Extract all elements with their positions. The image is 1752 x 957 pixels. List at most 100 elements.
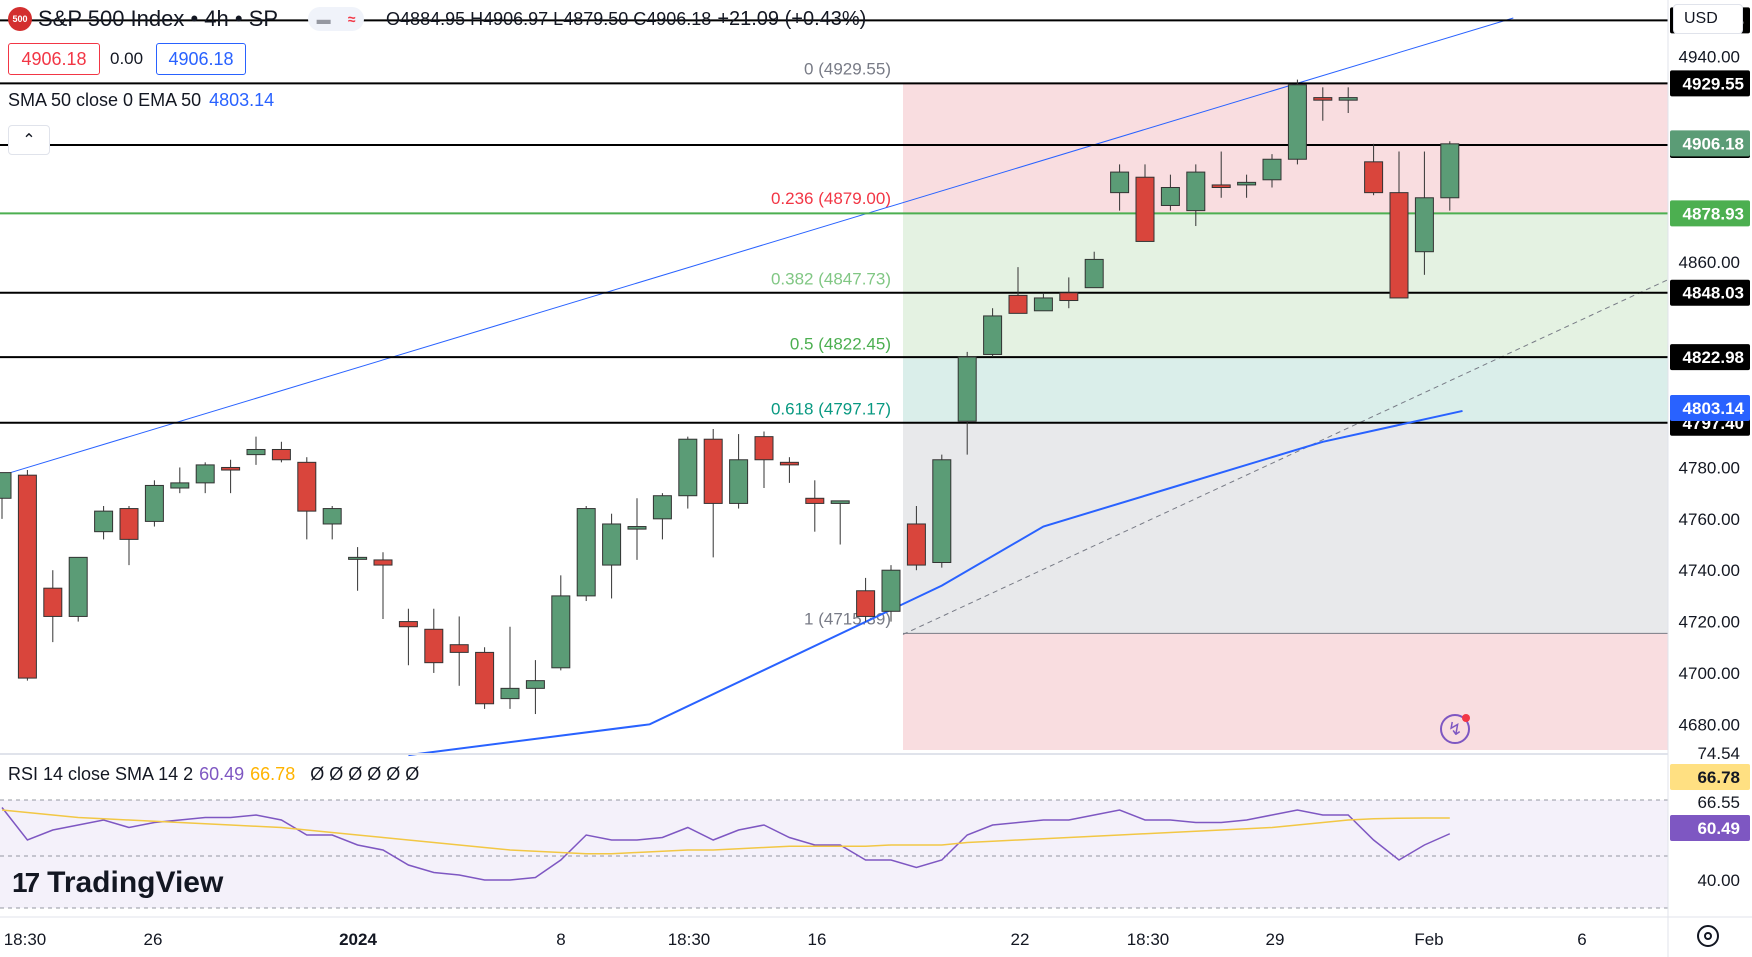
fib-label-0: 0 (4929.55) [804, 59, 891, 78]
candle [830, 500, 850, 545]
candle [703, 428, 723, 558]
candle-body [805, 497, 825, 504]
dashed-trend-line [902, 274, 1679, 635]
candle-body [170, 482, 190, 489]
fib-zone-0 [903, 83, 1668, 214]
fib-label-0.618: 0.618 (4797.17) [771, 399, 891, 418]
rsi-legend[interactable]: RSI 14 close SMA 14 2 60.49 66.78 Ø Ø Ø Ø … [8, 764, 419, 785]
y-tick-label: 4740.00 [1679, 561, 1740, 580]
candle [652, 493, 672, 540]
symbol-title[interactable]: S&P 500 Index • 4h • SP [38, 6, 279, 31]
candle-body [144, 484, 164, 522]
fib-zone-4 [903, 423, 1668, 634]
candle-body [1440, 143, 1460, 199]
candle [398, 608, 418, 666]
candle [144, 480, 164, 527]
fib-label-0.382: 0.382 (4847.73) [771, 270, 891, 289]
collapse-legend-button[interactable]: ⌃ [8, 125, 50, 155]
candle [1313, 87, 1333, 121]
fib-label-1: 1 (4715.39) [804, 609, 891, 628]
candle-body [779, 461, 799, 466]
lightning-icon[interactable]: ↯ [1440, 714, 1470, 744]
candle [348, 547, 368, 591]
candle-body [398, 621, 418, 628]
candle-body [1160, 187, 1180, 206]
candle-body [703, 438, 723, 504]
candle-body [348, 556, 368, 560]
rsi-axis-label: 74.54 [1697, 744, 1740, 763]
price-tag-4878.93-bg [1670, 200, 1750, 227]
candle [805, 480, 825, 532]
candle-body [373, 559, 393, 566]
x-tick-label: 16 [808, 930, 827, 949]
sell-price-button[interactable]: 4906.18 [8, 43, 100, 75]
candle [1033, 292, 1053, 312]
ema-legend-label: SMA 50 close 0 EMA 50 [8, 90, 202, 110]
tradingview-logo: 17 TradingView [12, 866, 223, 900]
spread-value: 0.00 [110, 49, 144, 68]
candle [500, 626, 520, 709]
candle [1211, 151, 1231, 198]
x-tick-label: 2024 [339, 930, 377, 949]
candle-body [678, 438, 698, 497]
price-tag-4929.55: 4929.55 [1683, 74, 1744, 93]
x-tick-label: Feb [1414, 930, 1443, 949]
candle [271, 441, 291, 463]
rsi-sma-line [1, 809, 1450, 855]
candle [17, 470, 37, 681]
candle-body [221, 466, 241, 471]
x-tick-label: 18:30 [1127, 930, 1170, 949]
candle [1160, 174, 1180, 211]
candle [246, 436, 266, 465]
candle [779, 457, 799, 483]
x-tick-label: 26 [144, 930, 163, 949]
candle [754, 431, 774, 489]
candle [906, 505, 926, 571]
candle [0, 472, 12, 519]
candle [983, 308, 1003, 358]
x-tick-label: 29 [1266, 930, 1285, 949]
candle-body [1186, 171, 1206, 212]
rsi-axis-label: 66.55 [1697, 793, 1740, 812]
rsi-axis-tag-bg [1670, 764, 1750, 790]
candle-body [957, 356, 977, 422]
candle-body [652, 495, 672, 520]
currency-selector[interactable]: USD [1673, 4, 1743, 34]
minus-icon: ▬ [316, 11, 331, 27]
candle [1237, 174, 1257, 198]
candle-body [1059, 292, 1079, 302]
rsi-legend-extra: Ø Ø Ø Ø Ø Ø [310, 764, 420, 784]
candle [424, 608, 444, 673]
candle-body [1338, 97, 1358, 101]
candle [881, 565, 901, 622]
candle-body [1414, 197, 1434, 253]
settings-gear-icon[interactable] [1697, 925, 1719, 947]
candle [449, 616, 469, 686]
candle-body [1211, 184, 1231, 188]
y-tick-label: 4940.00 [1679, 48, 1740, 67]
ema-legend-value: 4803.14 [209, 90, 275, 110]
y-tick-label: 4860.00 [1679, 253, 1740, 272]
ema-indicator-legend[interactable]: SMA 50 close 0 EMA 50 4803.14 [8, 90, 274, 111]
candle-body [1313, 97, 1333, 101]
candle [475, 647, 495, 709]
candle [195, 462, 215, 494]
candle [957, 351, 977, 455]
candle-body [856, 590, 876, 617]
candle [1135, 164, 1155, 242]
compare-pill[interactable]: ▬ ≈ [308, 7, 365, 31]
buy-price-button[interactable]: 4906.18 [156, 43, 246, 75]
candle [602, 513, 622, 599]
candle-body [475, 651, 495, 705]
ema-50-line [408, 409, 1463, 757]
ohlc-readout: O4884.95 H4906.97 L4879.50 C4906.18 [386, 8, 712, 29]
tradingview-mark-icon: 17 [12, 867, 40, 898]
rsi-axis-label: 40.00 [1697, 871, 1740, 890]
y-tick-label: 4720.00 [1679, 613, 1740, 632]
candle [1084, 251, 1104, 289]
candle [678, 436, 698, 509]
rsi-legend-value: 60.49 [199, 764, 245, 784]
candle [932, 454, 952, 568]
candle-body [424, 628, 444, 664]
